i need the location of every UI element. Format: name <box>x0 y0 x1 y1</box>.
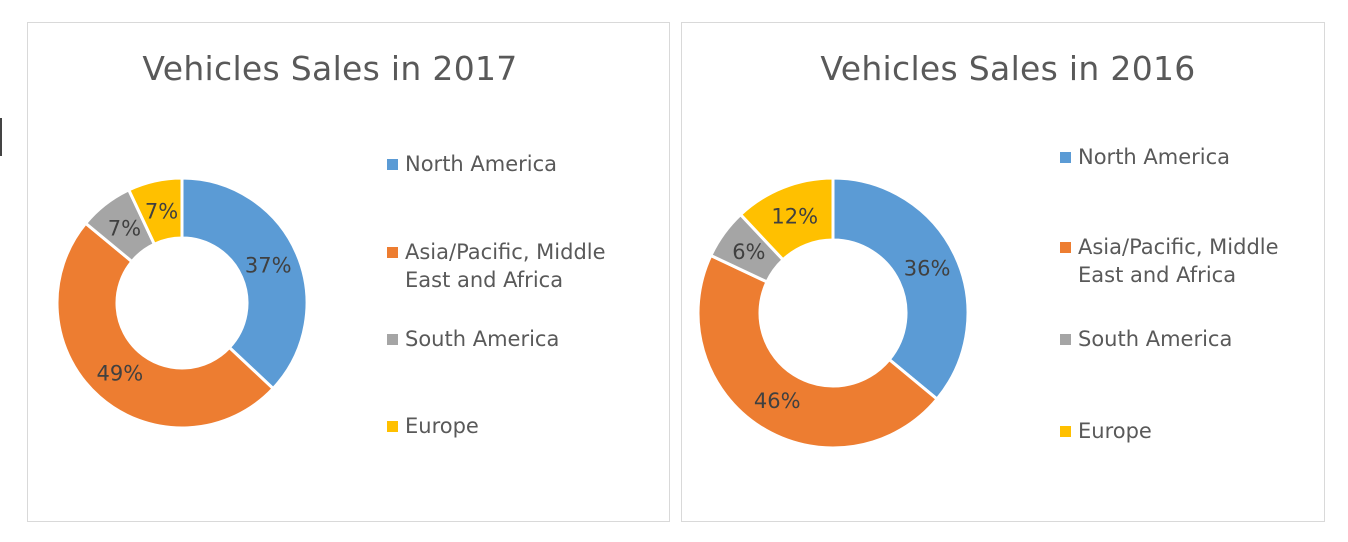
donut-slice-north-america <box>831 176 970 402</box>
chart-title: Vehicles Sales in 2017 <box>142 49 518 88</box>
legend-swatch <box>1060 152 1071 163</box>
legend-item-north-america: North America <box>1060 143 1280 171</box>
legend-label: Europe <box>1078 419 1152 443</box>
legend-swatch <box>387 334 398 345</box>
donut-slice-north-america <box>180 176 309 391</box>
data-label-europe: 7% <box>145 199 178 223</box>
legend-swatch <box>387 159 398 170</box>
legend-swatch <box>387 247 398 258</box>
legend-swatch <box>1060 426 1071 437</box>
donut-slice-europe <box>738 176 835 262</box>
legend-label: Europe <box>405 414 479 438</box>
legend-label: North America <box>405 152 558 176</box>
legend-item-asia-pacific-middle-east-and-africa: Asia/Pacific, Middle East and Africa <box>387 238 607 294</box>
legend-item-europe: Europe <box>387 412 607 440</box>
legend-label: North America <box>1078 145 1231 169</box>
data-label-north-america: 37% <box>245 254 292 278</box>
legend-swatch <box>1060 242 1071 253</box>
window-edge-marker <box>0 118 2 156</box>
legend-label: South America <box>405 327 560 351</box>
legend-label: Asia/Pacific, Middle East and Africa <box>1078 235 1279 287</box>
data-label-europe: 12% <box>771 204 818 228</box>
chart-panel-2017: Vehicles Sales in 2017 37% 49% 7% 7% North … <box>27 22 670 522</box>
legend-item-south-america: South America <box>387 325 607 353</box>
data-label-south-america: 7% <box>108 217 141 241</box>
data-label-asia-pacific-middle-east-and-africa: 49% <box>96 362 143 386</box>
donut-slice-asia-pacific-middle-east-and-africa <box>696 253 940 450</box>
donut-slice-asia-pacific-middle-east-and-africa <box>55 221 276 430</box>
chart-title: Vehicles Sales in 2016 <box>820 49 1196 88</box>
data-label-asia-pacific-middle-east-and-africa: 46% <box>754 389 801 413</box>
chart-panel-2016: Vehicles Sales in 2016 36% 46% 6% 12% North… <box>681 22 1325 522</box>
data-label-north-america: 36% <box>904 257 951 281</box>
legend-swatch <box>1060 334 1071 345</box>
donut-slice-europe <box>126 176 184 247</box>
legend-swatch <box>387 421 398 432</box>
legend-label: South America <box>1078 327 1233 351</box>
legend-label: Asia/Pacific, Middle East and Africa <box>405 240 606 292</box>
donut-chart-2017: 37% 49% 7%7% <box>55 176 309 430</box>
legend-item-europe: Europe <box>1060 417 1280 445</box>
legend-item-south-america: South America <box>1060 325 1280 353</box>
legend-item-asia-pacific-middle-east-and-africa: Asia/Pacific, Middle East and Africa <box>1060 233 1280 289</box>
donut-chart-2016: 36% 46% 6%12% <box>696 176 970 450</box>
data-label-south-america: 6% <box>732 240 765 264</box>
legend-item-north-america: North America <box>387 150 607 178</box>
